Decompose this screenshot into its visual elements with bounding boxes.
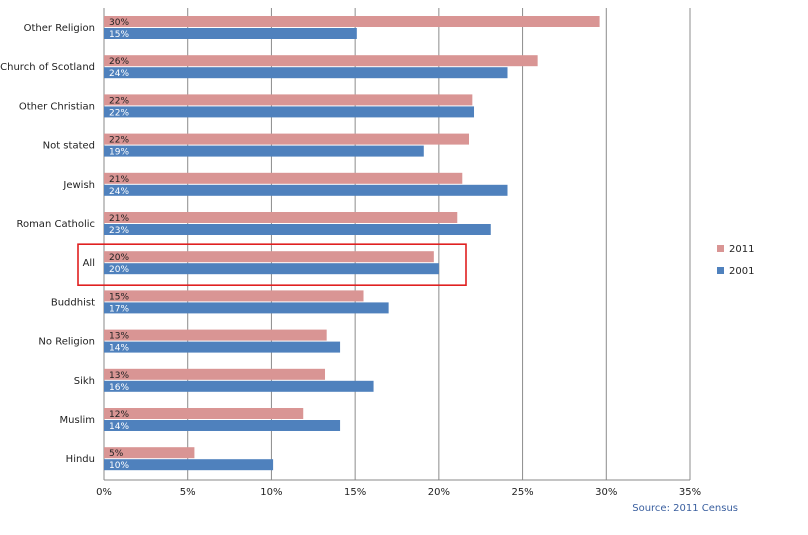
category-label: Jewish — [62, 180, 95, 191]
category-label: Other Christian — [19, 101, 95, 112]
bar-2001 — [104, 28, 357, 39]
bar-2011 — [104, 55, 538, 67]
bar-2011 — [104, 212, 458, 223]
category-label: Not stated — [43, 141, 95, 152]
bar-2011-label: 22% — [109, 96, 129, 106]
bar-2011 — [104, 133, 469, 145]
bar-2011-label: 30% — [109, 18, 129, 28]
bar-2001-label: 10% — [109, 461, 129, 471]
bar-2001-label: 14% — [109, 422, 129, 432]
highlight-box — [77, 243, 467, 286]
bar-2001 — [104, 224, 491, 235]
x-tick-label: 10% — [260, 487, 282, 498]
bar-2001 — [104, 420, 341, 431]
bar-2011-label: 13% — [109, 332, 129, 342]
x-tick-label: 25% — [511, 487, 533, 498]
bar-2001 — [104, 145, 424, 157]
legend: 2011 2001 — [717, 244, 754, 277]
bar-2001-label: 23% — [109, 226, 129, 236]
x-tick-label: 5% — [180, 487, 196, 498]
bar-2001-label: 14% — [109, 344, 129, 354]
x-tick-label: 20% — [428, 487, 450, 498]
bar-2011-label: 20% — [109, 253, 129, 263]
category-label: Hindu — [66, 454, 95, 465]
bar-2011 — [104, 447, 195, 459]
x-tick-label: 15% — [344, 487, 366, 498]
bar-2011 — [104, 94, 473, 106]
legend-swatch-2011 — [717, 245, 724, 252]
bar-2001-label: 24% — [109, 187, 129, 197]
bar-2011 — [104, 329, 327, 341]
category-label: Church of Scotland — [0, 62, 95, 73]
bar-2011-label: 15% — [109, 292, 129, 302]
x-tick-label: 35% — [679, 487, 701, 498]
category-label: Other Religion — [24, 23, 95, 34]
bars-layer — [104, 16, 600, 471]
bar-2011-label: 26% — [109, 57, 129, 67]
bar-2011-label: 5% — [109, 449, 124, 459]
bar-2001 — [104, 380, 374, 392]
bar-2011-label: 13% — [109, 371, 129, 381]
bar-2011 — [104, 16, 600, 27]
bar-2001 — [104, 341, 341, 353]
bar-2001 — [104, 67, 508, 79]
bar-2001 — [104, 302, 389, 314]
bar-2011 — [104, 408, 304, 419]
source-note: Source: 2011 Census — [632, 503, 738, 514]
bar-2001-label: 24% — [109, 69, 129, 79]
category-label: Sikh — [74, 376, 95, 387]
category-label: No Religion — [38, 337, 95, 348]
bar-2001-label: 17% — [109, 304, 129, 314]
x-tick-label: 0% — [96, 487, 112, 498]
legend-label-2001: 2001 — [729, 266, 754, 277]
labels-layer: 30% 15% 26% 24% 22% 22% 22% 19% 21% 24% 21% 23% 20% 2… — [77, 18, 467, 471]
category-label: Buddhist — [51, 297, 95, 308]
bar-2001 — [104, 184, 508, 196]
category-label: Muslim — [60, 415, 95, 426]
bar-2001 — [104, 459, 274, 471]
bar-2011-label: 12% — [109, 410, 129, 420]
legend-swatch-2001 — [717, 267, 724, 274]
bar-2011 — [104, 251, 434, 263]
bar-2001-label: 19% — [109, 148, 129, 158]
bar-2011-label: 21% — [109, 214, 129, 224]
bar-2001 — [104, 106, 475, 118]
bar-2011 — [104, 290, 364, 302]
legend-label-2011: 2011 — [729, 244, 754, 255]
bar-2001 — [104, 263, 439, 275]
bar-2011 — [104, 368, 326, 380]
x-tick-label: 30% — [595, 487, 617, 498]
bar-2001-label: 15% — [109, 30, 129, 40]
axis-layer: 0% 5% 10% 15% 20% 25% 30% 35% Other Religion Chur… — [0, 23, 701, 498]
bar-2001-label: 20% — [109, 265, 129, 275]
bar-2001-label: 16% — [109, 383, 129, 393]
bar-2011 — [104, 172, 463, 184]
category-label: All — [83, 258, 95, 269]
bar-2011-label: 21% — [109, 175, 129, 185]
bar-2001-label: 22% — [109, 108, 129, 118]
bar-2011-label: 22% — [109, 136, 129, 146]
category-label: Roman Catholic — [16, 219, 95, 230]
